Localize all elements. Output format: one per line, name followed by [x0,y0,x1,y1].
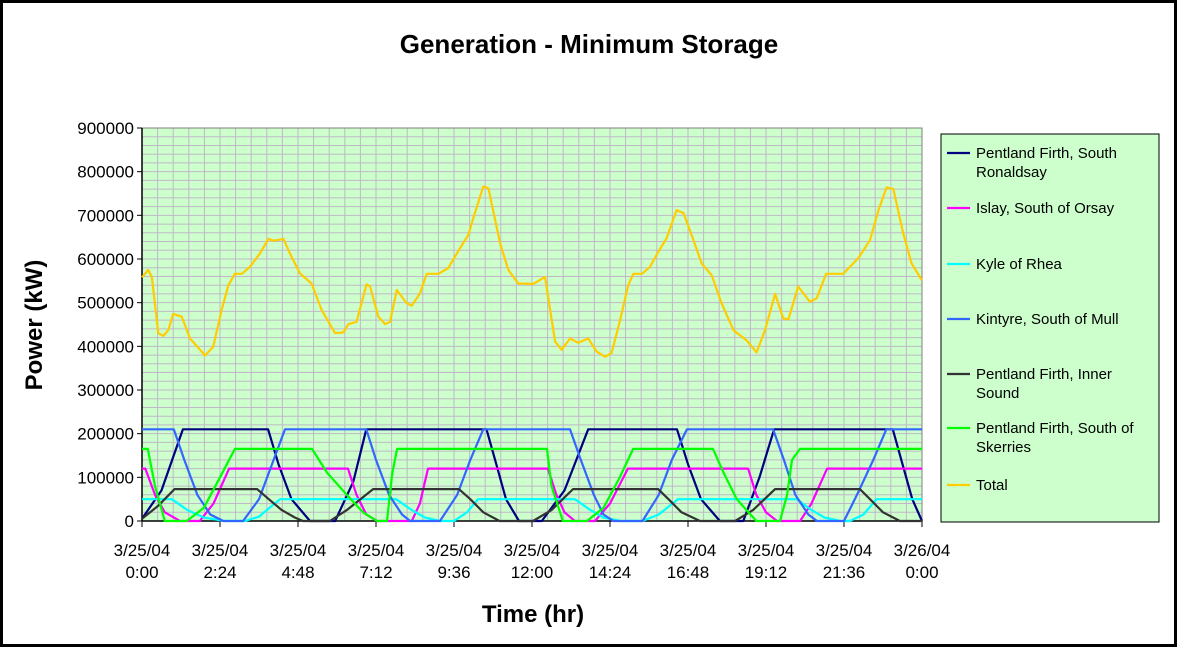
x-axis-label: Time (hr) [482,601,584,628]
y-tick-label: 300000 [77,381,134,400]
x-tick-label-time: 12:00 [511,563,554,582]
x-tick-label-time: 21:36 [823,563,866,582]
series-line-islay-south-of-orsay [142,467,922,523]
series-line-pentland-firth-south-of-skerries [142,447,922,523]
x-tick-label-date: 3/25/04 [738,541,795,560]
series-line-pentland-firth-inner-sound [141,488,922,523]
x-tick-label-time: 2:24 [203,563,236,582]
x-tick-label-time: 7:12 [359,563,392,582]
y-tick-label: 700000 [77,206,134,225]
x-tick-label-time: 0:00 [125,563,158,582]
y-tick-label: 900000 [77,119,134,138]
legend-label-islay-south-of-orsay: Islay, South of Orsay [976,200,1115,217]
x-tick-label-date: 3/25/04 [192,541,249,560]
series-line-kintyre-south-of-mull [142,428,922,523]
legend-label-total: Total [976,477,1008,494]
y-tick-label: 200000 [77,425,134,444]
axes: 0 100000 200000 300000 400000 500000 600000 700… [77,119,950,582]
legend-label-pentland-firth-south-ronaldsay: Ronaldsay [976,164,1047,181]
x-tick-label-date: 3/26/04 [894,541,951,560]
series-line-kyle-of-rhea [142,498,922,523]
x-tick-label-date: 3/25/04 [504,541,561,560]
series-group [141,185,924,523]
y-tick-label: 600000 [77,250,134,269]
series-line-total [141,185,923,358]
x-tick-label-time: 19:12 [745,563,788,582]
y-tick-label: 100000 [77,468,134,487]
x-tick-label-time: 14:24 [589,563,632,582]
legend-box [940,133,1160,523]
x-tick-label-date: 3/25/04 [270,541,327,560]
x-tick-label-time: 4:48 [281,563,314,582]
legend-label-pentland-firth-inner-sound: Sound [976,385,1019,402]
legend-label-pentland-firth-south-of-skerries: Pentland Firth, South of [976,420,1134,437]
y-axis-label: Power (kW) [21,260,48,391]
x-tick-label-date: 3/25/04 [348,541,405,560]
x-tick-label-date: 3/25/04 [426,541,483,560]
chart-title: Generation - Minimum Storage [400,29,779,59]
x-tick-label-time: 0:00 [905,563,938,582]
y-tick-label: 800000 [77,163,134,182]
x-tick-label-date: 3/25/04 [816,541,873,560]
x-tick-label-date: 3/25/04 [582,541,639,560]
legend-label-pentland-firth-south-of-skerries: Skerries [976,439,1031,456]
legend-label-pentland-firth-south-ronaldsay: Pentland Firth, South [976,145,1117,162]
x-tick-label-date: 3/25/04 [660,541,717,560]
y-tick-label: 400000 [77,337,134,356]
legend-label-pentland-firth-inner-sound: Pentland Firth, Inner [976,366,1112,383]
legend: Pentland Firth, South Ronaldsay Islay, Sou… [940,133,1160,523]
legend-label-kintyre-south-of-mull: Kintyre, South of Mull [976,311,1119,328]
y-tick-label: 500000 [77,294,134,313]
x-tick-label-date: 3/25/04 [114,541,171,560]
x-tick-label-time: 16:48 [667,563,710,582]
y-tick-label: 0 [125,512,134,531]
legend-label-kyle-of-rhea: Kyle of Rhea [976,256,1063,273]
x-tick-label-time: 9:36 [437,563,470,582]
